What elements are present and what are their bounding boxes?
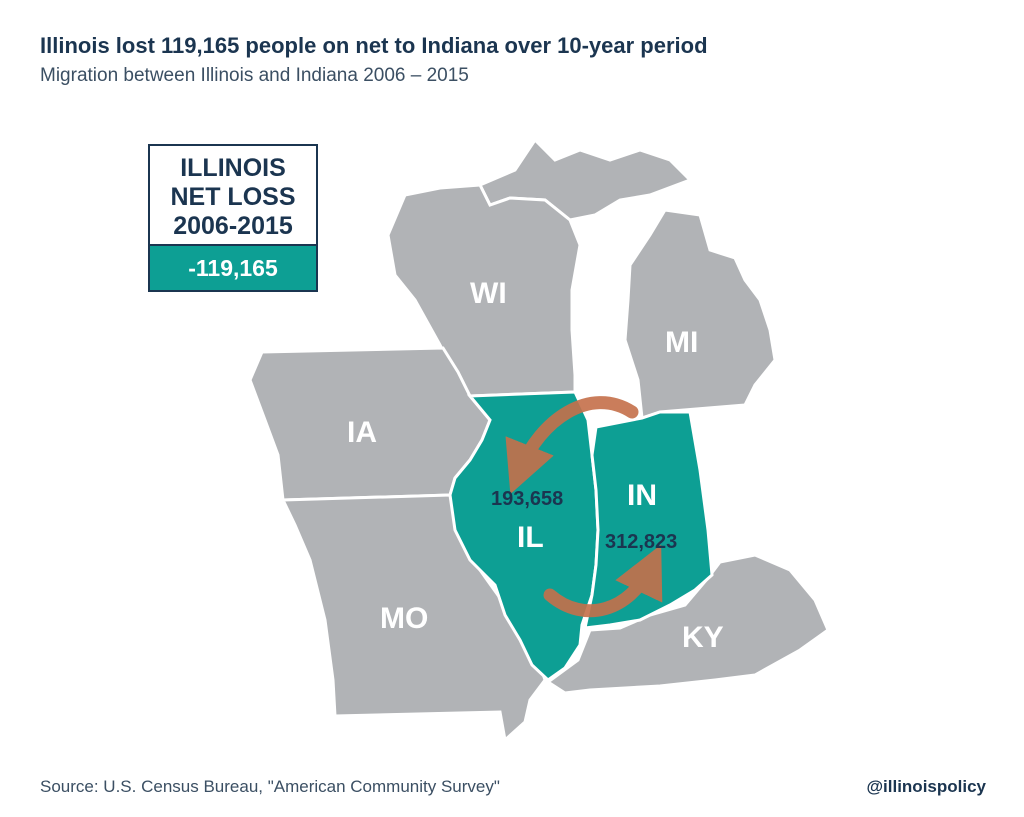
label-mi: MI — [665, 326, 698, 359]
label-mo: MO — [380, 602, 428, 635]
social-handle: @illinoispolicy — [866, 777, 986, 796]
label-in: IN — [627, 479, 657, 512]
label-ia: IA — [347, 416, 377, 449]
net-loss-line-1: ILLINOIS — [180, 154, 286, 182]
flow-value-indiana-to-illinois: 193,658 — [491, 488, 563, 510]
arrow-illinois-to-indiana — [543, 544, 663, 618]
label-ky: KY — [682, 621, 724, 654]
state-wisconsin — [386, 183, 582, 398]
chart-title: Illinois lost 119,165 people on net to I… — [40, 33, 708, 58]
net-loss-line-2: NET LOSS — [170, 183, 296, 211]
label-wi: WI — [470, 277, 507, 310]
net-loss-line-3: 2006-2015 — [173, 212, 293, 240]
label-il: IL — [517, 521, 544, 554]
net-loss-value: -119,165 — [150, 244, 316, 290]
flow-value-illinois-to-indiana: 312,823 — [605, 531, 677, 553]
net-loss-box: ILLINOIS NET LOSS 2006-2015 -119,165 — [148, 144, 318, 292]
state-kentucky — [545, 553, 830, 695]
arrow-indiana-to-illinois — [505, 396, 639, 495]
state-michigan-lower — [623, 208, 777, 421]
net-loss-heading: ILLINOIS NET LOSS 2006-2015 — [150, 154, 316, 241]
chart-subtitle: Migration between Illinois and Indiana 2… — [40, 65, 469, 86]
source-note: Source: U.S. Census Bureau, "American Co… — [40, 777, 500, 796]
